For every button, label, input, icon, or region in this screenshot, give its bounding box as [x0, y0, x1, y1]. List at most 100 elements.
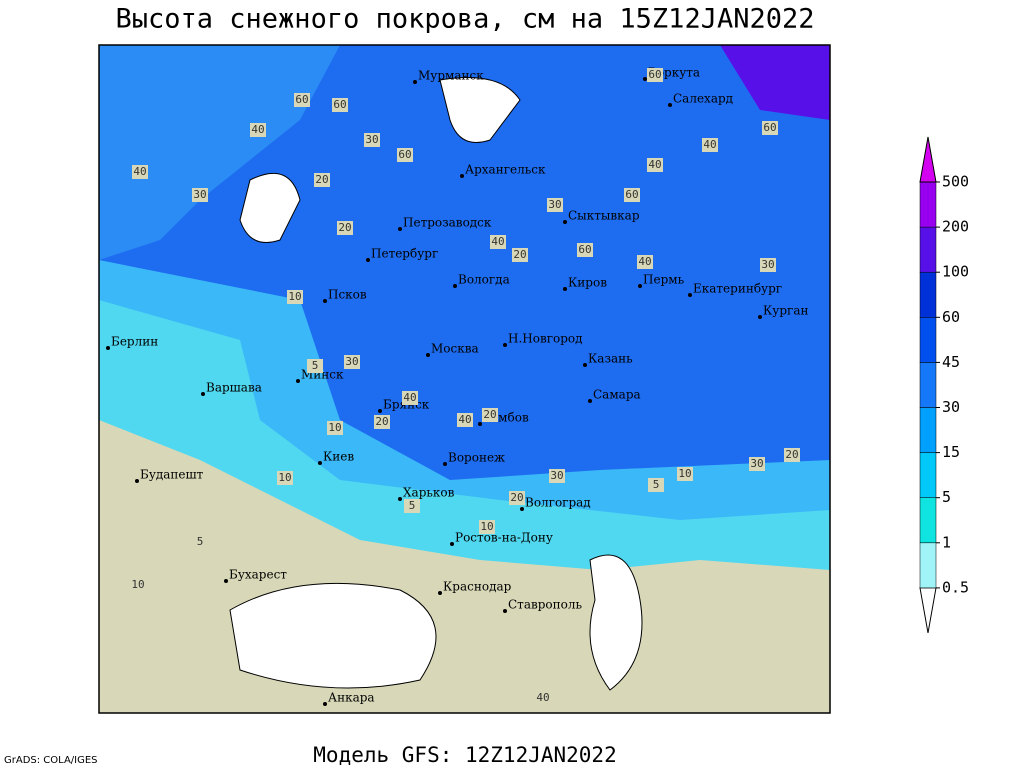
contour-label: 40 [536, 691, 549, 704]
title: Высота снежного покрова, см на 15Z12JAN2… [116, 4, 815, 35]
map-frame [98, 44, 831, 714]
city-label: Салехард [673, 92, 733, 106]
contour-label-bg [402, 391, 418, 405]
baltic-sea [239, 172, 301, 243]
legend-label: 15 [942, 443, 960, 461]
city-label: Берлин [111, 335, 158, 349]
contour-label: 20 [375, 415, 388, 428]
legend-swatch [919, 271, 937, 318]
contour-label: 40 [251, 123, 264, 136]
legend-swatch [919, 452, 937, 498]
contour-label: 40 [491, 235, 504, 248]
contour-label-bg [287, 290, 303, 304]
contour-label-bg [637, 255, 653, 269]
city-dot [135, 479, 139, 483]
contour-label: 20 [785, 448, 798, 461]
contour-label-bg [482, 408, 498, 422]
city-dot [378, 409, 382, 413]
contour-label: 40 [638, 255, 651, 268]
contour-label-bg [364, 133, 380, 147]
city-dot [583, 363, 587, 367]
contour-label-bg [535, 691, 551, 705]
city-dot [201, 392, 205, 396]
contour-label: 20 [513, 248, 526, 261]
legend-label: 0.5 [942, 578, 969, 596]
city-label: Краснодар [443, 580, 512, 594]
contour-label: 10 [278, 471, 291, 484]
contour-label: 30 [550, 469, 563, 482]
city-label: Самара [593, 388, 641, 402]
city-label: Пермь [643, 273, 685, 287]
contour-label: 40 [133, 165, 146, 178]
contour-label: 10 [328, 421, 341, 434]
contour-label: 30 [365, 133, 378, 146]
city-dot [413, 80, 417, 84]
contour-label: 60 [648, 68, 661, 81]
city-label: Сыктывкар [568, 209, 640, 223]
contour-label-bg [648, 478, 664, 492]
contour-label: 40 [648, 158, 661, 171]
city-label: Москва [431, 342, 479, 356]
contour-label-bg [647, 158, 663, 172]
contour-label-bg [490, 235, 506, 249]
contour-label: 60 [295, 93, 308, 106]
city-label: Бухарест [229, 568, 287, 582]
contour-label-bg [277, 471, 293, 485]
city-dot [438, 591, 442, 595]
contour-label: 20 [483, 408, 496, 421]
city-label: Варшава [206, 381, 262, 395]
contour-label-bg [337, 221, 353, 235]
city-label: Петербург [371, 247, 438, 261]
legend-swatch [919, 587, 937, 633]
contour-label-bg [762, 121, 778, 135]
city-dot [503, 609, 507, 613]
contour-label-bg [307, 359, 323, 373]
city-dot [460, 174, 464, 178]
caspian-sea [589, 554, 643, 691]
legend-swatch [919, 497, 937, 544]
contour-label: 5 [653, 478, 660, 491]
contour-label-bg [294, 93, 310, 107]
contour-label-bg [314, 173, 330, 187]
contour-label-bg [192, 535, 208, 549]
contour-label: 40 [703, 138, 716, 151]
contour-label-bg [130, 578, 146, 592]
city-dot [443, 462, 447, 466]
contour-label: 10 [131, 578, 144, 591]
map [98, 44, 831, 714]
contour-label: 20 [315, 173, 328, 186]
city-label: Вологда [458, 273, 510, 287]
contour-label-bg [397, 148, 413, 162]
legend-label: 5 [942, 488, 951, 506]
city-label: Будапешт [140, 468, 204, 482]
contour-label: 10 [678, 467, 691, 480]
contour-label-bg [332, 98, 348, 112]
credit: GrADS: COLA/IGES [4, 755, 98, 766]
contour-label: 60 [333, 98, 346, 111]
city-dot [478, 422, 482, 426]
contour-label: 40 [458, 413, 471, 426]
city-label: Киров [568, 276, 607, 290]
contour-label: 30 [761, 258, 774, 271]
contour-label: 40 [403, 391, 416, 404]
contour-label-bg [760, 258, 776, 272]
contour-label-bg [547, 198, 563, 212]
contour-label: 5 [197, 535, 204, 548]
contour-label-bg [624, 188, 640, 202]
city-label: Воронеж [448, 451, 505, 465]
contour-label-bg [549, 469, 565, 483]
contour-label: 30 [548, 198, 561, 211]
contour-label-bg [647, 68, 663, 82]
contour-label-bg [577, 243, 593, 257]
city-label: Псков [328, 288, 367, 302]
legend-label: 30 [942, 398, 960, 416]
city-dot [398, 497, 402, 501]
contour-label: 60 [763, 121, 776, 134]
legend-label: 100 [942, 263, 969, 281]
city-label: Ростов-на-Дону [455, 531, 553, 545]
city-label: Курган [763, 304, 808, 318]
city-dot [296, 379, 300, 383]
legend-label: 45 [942, 353, 960, 371]
legend-swatch [919, 407, 937, 453]
contour-label-bg [374, 415, 390, 429]
